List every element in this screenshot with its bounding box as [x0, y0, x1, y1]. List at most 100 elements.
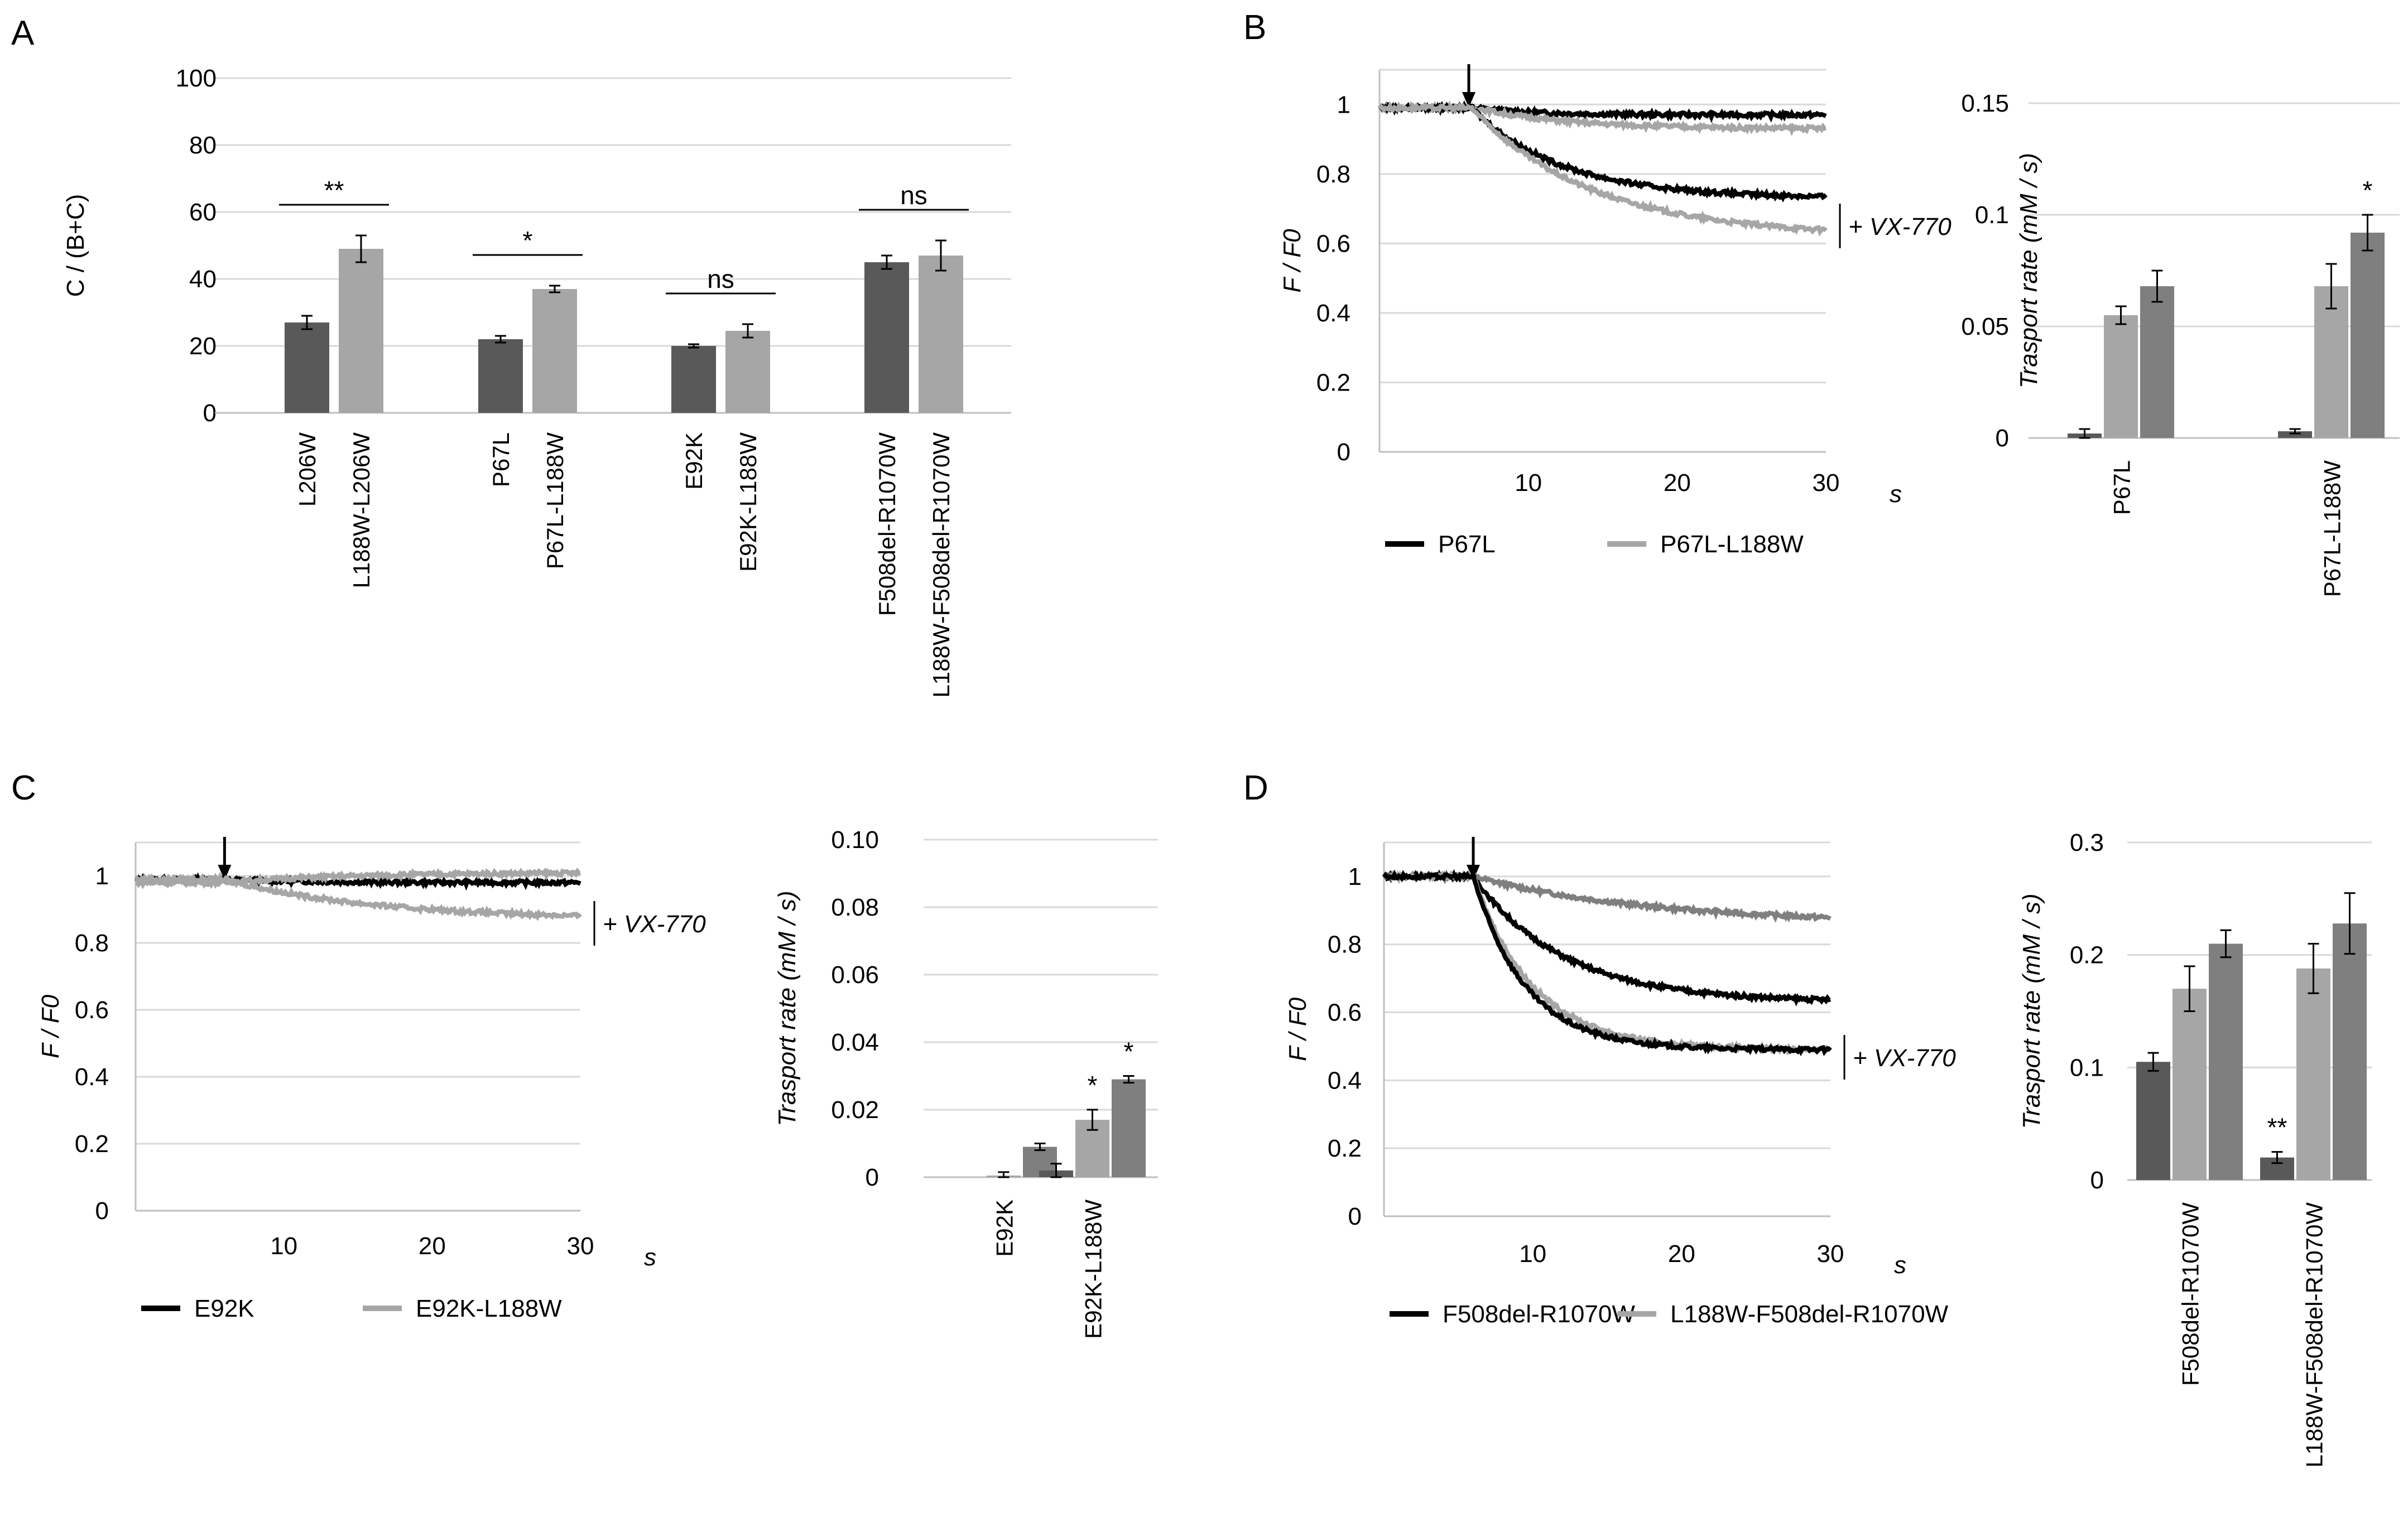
- y-axis-label: F / F0: [1279, 229, 1306, 293]
- bar: [285, 322, 329, 413]
- y-tick-label: 0.8: [1328, 931, 1362, 959]
- annotation-text: + VX-770: [1853, 1044, 1956, 1072]
- significance-marker: **: [324, 176, 344, 205]
- x-unit-label: s: [644, 1244, 656, 1271]
- y-tick-label: 0.04: [831, 1029, 879, 1056]
- panel-label-a: A: [11, 14, 35, 52]
- y-tick-label: 0.06: [831, 961, 879, 989]
- category-label: P67L: [488, 432, 514, 487]
- y-tick-label: 0.2: [1316, 369, 1350, 396]
- y-tick-label: 40: [189, 266, 217, 293]
- legend-label: P67L-L188W: [1660, 531, 1804, 558]
- legend-label: L188W-F508del-R1070W: [1670, 1301, 1949, 1328]
- y-tick-label: 0.1: [2070, 1054, 2104, 1081]
- y-tick-label: 0.08: [831, 894, 879, 921]
- x-tick-label: 10: [270, 1232, 297, 1260]
- y-tick-label: 0: [866, 1164, 879, 1191]
- y-tick-label: 0: [95, 1197, 109, 1225]
- legend-label: F508del-R1070W: [1443, 1301, 1635, 1328]
- y-tick-label: 0: [1337, 439, 1350, 466]
- bar: [532, 289, 577, 413]
- y-tick-label: 0: [2090, 1167, 2104, 1194]
- bar: [1112, 1079, 1146, 1177]
- category-label: L188W-F508del-R1070W: [928, 432, 954, 698]
- y-axis-label: F / F0: [1284, 997, 1311, 1061]
- bar: [2136, 1062, 2170, 1180]
- x-tick-label: 30: [1813, 469, 1840, 497]
- y-tick-label: 1: [95, 863, 109, 890]
- bar: [2173, 989, 2207, 1180]
- y-tick-label: 0.6: [1316, 230, 1350, 257]
- trace-line: [1383, 869, 1831, 1006]
- category-label: F508del-R1070W: [874, 432, 900, 616]
- category-label: E92K: [992, 1200, 1018, 1257]
- legend-label: E92K: [194, 1295, 254, 1322]
- x-tick-label: 10: [1515, 469, 1542, 497]
- x-tick-label: 20: [1668, 1240, 1695, 1268]
- bar: [2333, 923, 2367, 1180]
- category-label: L188W-L206W: [348, 432, 374, 589]
- annotation-text: + VX-770: [1848, 213, 1952, 240]
- trace-line: [1382, 869, 1832, 1057]
- category-label: L188W-F508del-R1070W: [2301, 1202, 2328, 1468]
- y-tick-label: 0.4: [1316, 300, 1350, 327]
- stimulus-arrowhead: [1462, 92, 1475, 108]
- bar: [2278, 431, 2312, 438]
- category-label: P67L: [2109, 460, 2135, 515]
- y-tick-label: 0.6: [1328, 999, 1362, 1027]
- y-tick-label: 0: [203, 399, 217, 427]
- x-tick-label: 30: [1817, 1240, 1844, 1268]
- x-tick-label: 30: [567, 1232, 594, 1260]
- trace-line: [1383, 869, 1832, 923]
- bar: [864, 262, 909, 413]
- y-tick-label: 0.2: [75, 1130, 109, 1158]
- category-label: F508del-R1070W: [2178, 1202, 2204, 1386]
- bar: [2296, 968, 2330, 1180]
- y-tick-label: 20: [189, 333, 217, 360]
- y-tick-label: 80: [189, 132, 217, 159]
- bar: [671, 346, 716, 413]
- y-tick-label: 0.3: [2070, 829, 2104, 856]
- y-axis-label: Trasport rate (mM / s): [2018, 893, 2045, 1129]
- trace-line: [1378, 100, 1828, 203]
- x-unit-label: s: [1894, 1251, 1906, 1279]
- trace-line: [1377, 100, 1828, 237]
- panel-label-b: B: [1243, 8, 1266, 47]
- y-tick-label: 60: [189, 199, 217, 226]
- significance-marker: *: [1088, 1071, 1098, 1100]
- bar: [2140, 286, 2174, 438]
- legend-label: P67L: [1438, 531, 1496, 558]
- y-tick-label: 1: [1337, 91, 1350, 118]
- y-axis-label: C / (B+C): [62, 194, 89, 297]
- legend-label: E92K-L188W: [416, 1295, 562, 1322]
- category-label: P67L-L188W: [2319, 460, 2345, 598]
- y-tick-label: 0.10: [831, 826, 879, 854]
- bar: [478, 339, 523, 413]
- y-axis-label: Trasport rate (mM / s): [773, 890, 801, 1126]
- category-label: E92K: [681, 432, 707, 490]
- y-tick-label: 0.2: [1328, 1135, 1362, 1162]
- significance-marker: *: [2363, 176, 2373, 205]
- y-tick-label: 0.6: [75, 996, 109, 1024]
- bar: [919, 256, 963, 413]
- significance-marker: *: [1124, 1037, 1134, 1066]
- y-tick-label: 0: [1996, 425, 2009, 452]
- significance-marker: *: [523, 226, 533, 255]
- significance-marker: ns: [707, 264, 734, 293]
- y-axis-label: Trasport rate (mM / s): [2015, 153, 2042, 388]
- panel-label-d: D: [1243, 769, 1268, 807]
- bar: [339, 249, 383, 413]
- y-tick-label: 0.05: [1961, 313, 2009, 340]
- x-tick-label: 20: [1664, 469, 1691, 497]
- bar: [2314, 286, 2348, 438]
- y-tick-label: 0.2: [2070, 942, 2104, 969]
- y-tick-label: 0.15: [1961, 90, 2009, 117]
- bar: [2104, 315, 2138, 438]
- significance-marker: ns: [900, 181, 927, 210]
- category-label: E92K-L188W: [735, 432, 761, 572]
- bar: [2351, 233, 2385, 438]
- bar: [2209, 943, 2243, 1180]
- category-label: P67L-L188W: [542, 432, 568, 570]
- x-tick-label: 20: [419, 1232, 446, 1260]
